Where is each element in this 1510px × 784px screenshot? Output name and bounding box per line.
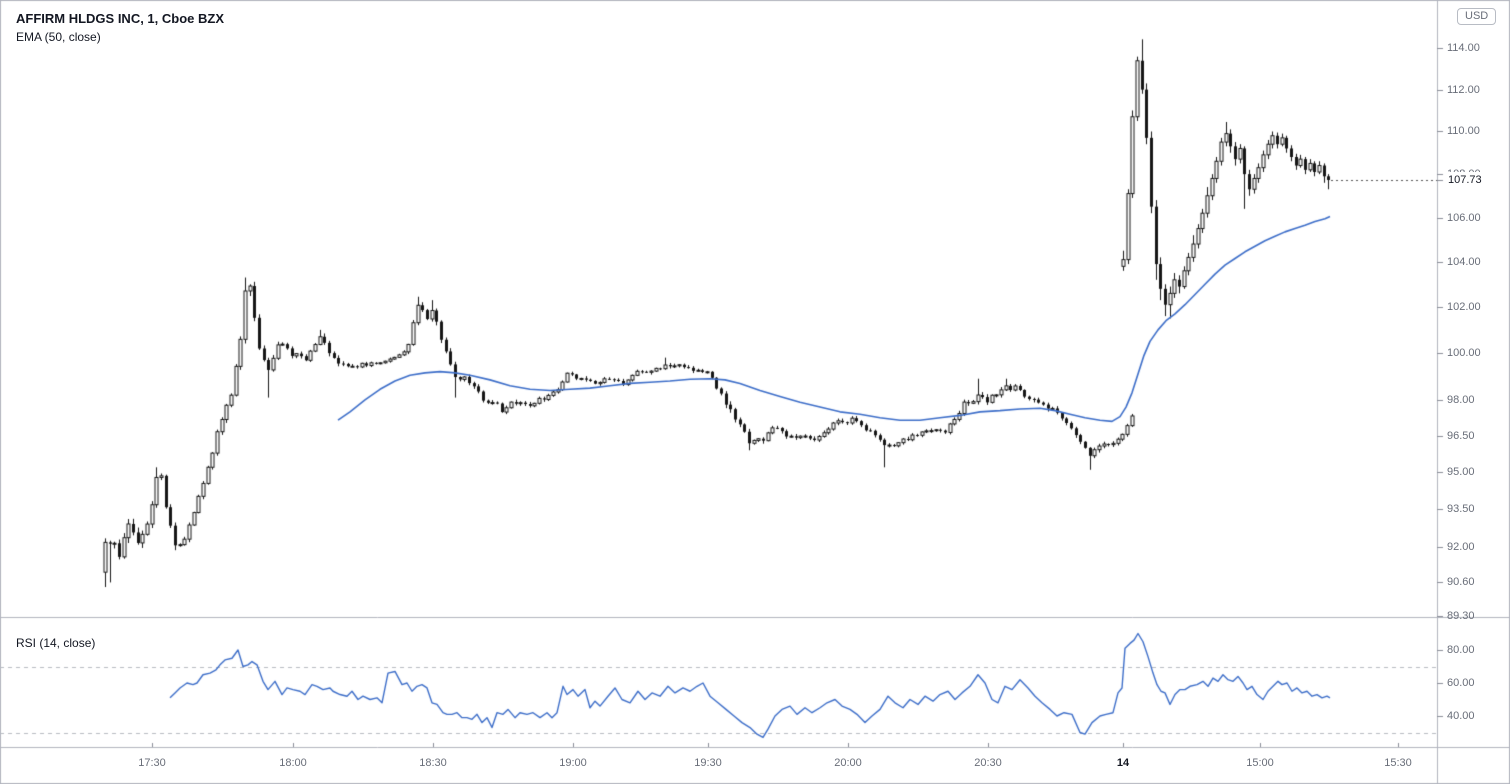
time-axis-label: 18:30 [419,757,447,769]
last-price-label: 107.73 [1446,171,1488,188]
price-axis-label: 112.00 [1447,83,1480,96]
time-axis-day-label: 14 [1116,757,1130,769]
ema-study-label[interactable]: EMA (50, close) [16,30,101,44]
price-axis-label: 90.60 [1447,576,1475,589]
time-axis-label: 15:30 [1384,757,1412,769]
price-axis-label: 106.00 [1447,211,1481,224]
price-axis-label: 93.50 [1447,503,1475,516]
price-axis-label: 96.50 [1447,429,1475,442]
time-axis-label: 17:30 [138,757,166,769]
time-axis-label: 18:00 [279,757,307,769]
price-axis-label: 89.30 [1447,610,1475,622]
chart-legend: AFFIRM HLDGS INC, 1, Cboe BZX EMA (50, c… [16,10,224,46]
price-axis-label: 100.00 [1447,347,1481,359]
rsi-axis-label: 60.00 [1447,677,1475,689]
rsi-axis-label: 40.00 [1447,710,1475,722]
price-axis-label: 98.00 [1447,393,1475,406]
price-axis-label: 114.00 [1447,42,1480,55]
price-axis-label: 92.00 [1447,540,1475,553]
symbol-title[interactable]: AFFIRM HLDGS INC, 1, Cboe BZX [16,11,224,26]
time-axis-label: 20:30 [974,757,1002,769]
price-axis-label: 110.00 [1447,125,1480,138]
currency-toggle-button[interactable]: USD [1457,8,1497,25]
time-axis-label: 15:00 [1246,757,1274,769]
price-axis-label: 104.00 [1447,255,1481,268]
price-axis-label: 102.00 [1447,300,1481,313]
time-axis-label: 20:00 [834,757,862,769]
time-axis-label: 19:00 [559,757,587,769]
price-axis-label: 95.00 [1447,466,1475,479]
time-axis-label: 19:30 [694,757,722,769]
rsi-study-label[interactable]: RSI (14, close) [16,636,96,650]
rsi-axis-label: 80.00 [1447,644,1475,656]
